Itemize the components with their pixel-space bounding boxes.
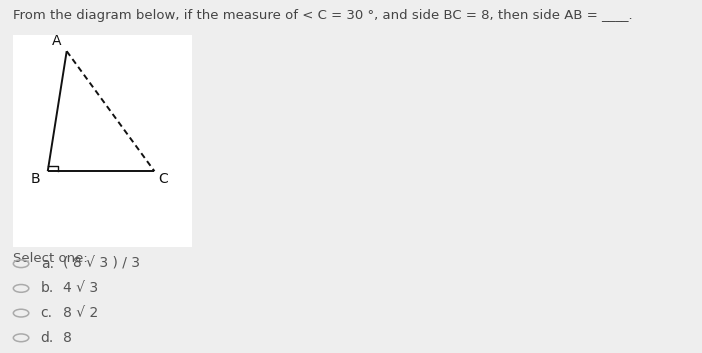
Text: c.: c. [41, 306, 53, 320]
Text: From the diagram below, if the measure of < C = 30 °, and side BC = 8, then side: From the diagram below, if the measure o… [13, 9, 633, 22]
Text: B: B [31, 172, 41, 186]
Text: ( 8 √ 3 ) / 3: ( 8 √ 3 ) / 3 [63, 257, 140, 271]
Text: a.: a. [41, 257, 54, 271]
Text: Select one:: Select one: [13, 252, 87, 265]
Text: b.: b. [41, 281, 54, 295]
Bar [13, 35, 192, 247]
Text: A: A [51, 34, 61, 48]
Text: C: C [159, 172, 168, 186]
Text: 4 √ 3: 4 √ 3 [63, 281, 98, 295]
Text: 8: 8 [63, 331, 72, 345]
Text: 8 √ 2: 8 √ 2 [63, 306, 98, 320]
Text: d.: d. [41, 331, 54, 345]
